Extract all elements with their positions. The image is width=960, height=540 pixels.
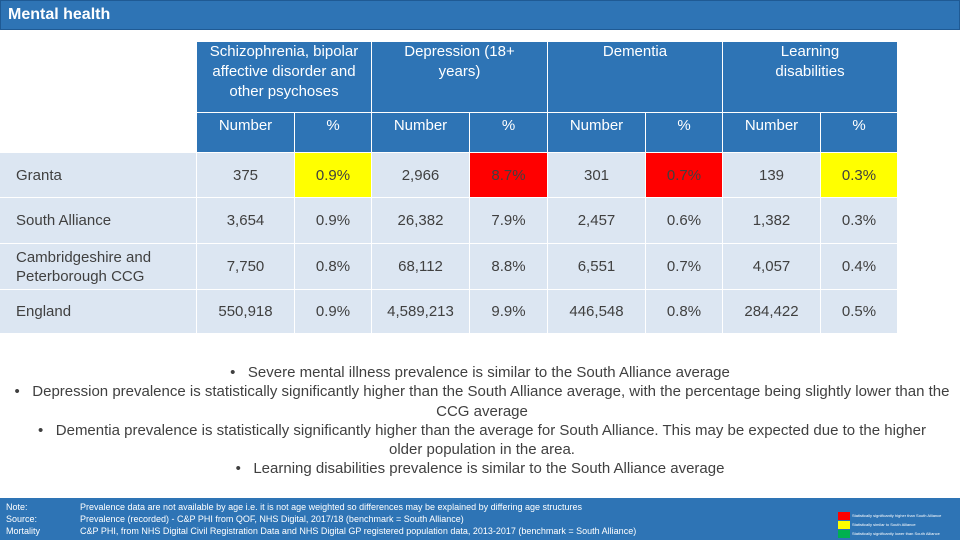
table-cell: 4,589,213 xyxy=(372,290,469,333)
header-learning-disabilities: Learning disabilities xyxy=(723,42,897,112)
table-cell: 7,750 xyxy=(197,244,294,289)
table-cell: 6,551 xyxy=(548,244,645,289)
header-depression: Depression (18+ years) xyxy=(372,42,547,112)
bullet-text: Severe mental illness prevalence is simi… xyxy=(247,364,730,381)
header-schizophrenia: Schizophrenia, bipolar affective disorde… xyxy=(197,42,371,112)
table-cell: 0.9% xyxy=(295,198,371,243)
significance-legend xyxy=(838,512,850,538)
bullet-text: Learning disabilities prevalence is simi… xyxy=(253,460,725,478)
row-label-granta: Granta xyxy=(0,153,196,197)
table-cell: 0.3% xyxy=(821,198,897,243)
note-text: Prevalence data are not available by age… xyxy=(80,502,582,512)
table-cell: 0.6% xyxy=(646,198,722,243)
table-cell: 68,112 xyxy=(372,244,469,289)
table-cell: 3,654 xyxy=(197,198,294,243)
table-cell: 0.9% xyxy=(295,290,371,333)
row-label-ccg: Cambridgeshire and Peterborough CCG xyxy=(0,244,196,289)
legend-text-lower: Statistically significantly lower than S… xyxy=(852,531,940,536)
table-cell: 284,422 xyxy=(723,290,820,333)
table-cell: 550,918 xyxy=(197,290,294,333)
legend-swatch-higher xyxy=(838,512,850,520)
subheader-number: Number xyxy=(723,113,820,152)
subheader-percent: % xyxy=(295,113,371,152)
source-label: Source: xyxy=(6,514,38,524)
bullet-item: • Dementia prevalence is statistically s… xyxy=(38,421,926,459)
subheader-number: Number xyxy=(372,113,469,152)
legend-text-similar: Statistically similar to South Alliance xyxy=(852,522,916,527)
mortality-text: C&P PHI, from NHS Digital Civil Registra… xyxy=(80,526,637,536)
table-cell: 301 xyxy=(548,153,645,197)
footer: Note: Prevalence data are not available … xyxy=(0,498,960,540)
header-dementia: Dementia xyxy=(548,42,722,112)
legend-text-higher: Statistically significantly higher than … xyxy=(852,513,942,518)
table-cell-higher: 8.7% xyxy=(470,153,547,197)
note-label: Note: xyxy=(6,502,28,512)
row-label-england: England xyxy=(0,290,196,333)
table-cell-higher: 0.7% xyxy=(646,153,722,197)
table-cell: 26,382 xyxy=(372,198,469,243)
table-cell: 0.4% xyxy=(821,244,897,289)
legend-swatch-similar xyxy=(838,521,850,529)
table-cell: 0.5% xyxy=(821,290,897,333)
table-cell: 2,457 xyxy=(548,198,645,243)
subheader-number: Number xyxy=(197,113,294,152)
bullet-item: • Depression prevalence is statistically… xyxy=(14,383,950,420)
bullet-text: Dementia prevalence is statistically sig… xyxy=(55,421,926,459)
page-title: Mental health xyxy=(8,6,111,23)
table-cell: 1,382 xyxy=(723,198,820,243)
bullet-item: • Severe mental illness prevalence is si… xyxy=(230,364,730,381)
legend-swatch-lower xyxy=(838,530,850,538)
mortality-label: Mortality xyxy=(6,526,41,536)
table-cell: 375 xyxy=(197,153,294,197)
subheader-number: Number xyxy=(548,113,645,152)
subheader-percent: % xyxy=(646,113,722,152)
bullet-item: • Learning disabilities prevalence is si… xyxy=(235,460,725,478)
table-cell: 2,966 xyxy=(372,153,469,197)
table-cell: 4,057 xyxy=(723,244,820,289)
row-label-south-alliance: South Alliance xyxy=(0,198,196,243)
table-cell: 139 xyxy=(723,153,820,197)
subheader-percent: % xyxy=(470,113,547,152)
table-cell: 0.7% xyxy=(646,244,722,289)
table-cell: 7.9% xyxy=(470,198,547,243)
source-text: Prevalence (recorded) - C&P PHI from QOF… xyxy=(80,514,464,524)
table-cell: 0.8% xyxy=(295,244,371,289)
table-cell: 9.9% xyxy=(470,290,547,333)
summary-bullets: • Severe mental illness prevalence is si… xyxy=(0,363,960,479)
table-cell: 8.8% xyxy=(470,244,547,289)
title-bar: Mental health xyxy=(0,0,960,30)
table-cell-similar: 0.9% xyxy=(295,153,371,197)
subheader-percent: % xyxy=(821,113,897,152)
bullet-text: Depression prevalence is statistically s… xyxy=(32,383,950,420)
table-cell: 446,548 xyxy=(548,290,645,333)
table-cell: 0.8% xyxy=(646,290,722,333)
table-cell-similar: 0.3% xyxy=(821,153,897,197)
